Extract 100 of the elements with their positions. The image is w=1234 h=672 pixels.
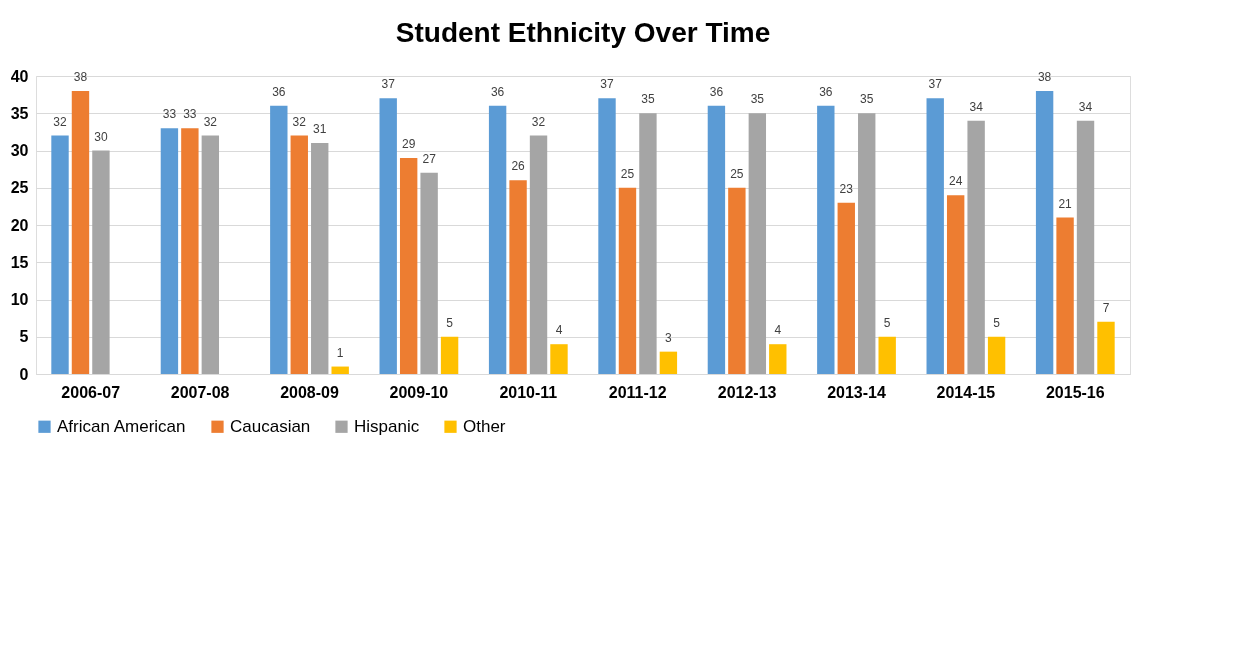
bar	[707, 105, 726, 374]
x-tick-label: 2006-07	[61, 383, 121, 401]
bar	[529, 135, 548, 374]
bar	[440, 336, 459, 374]
data-label: 36	[490, 84, 505, 99]
y-tick-label: 5	[19, 328, 29, 346]
bar	[748, 113, 767, 374]
data-label: 36	[819, 84, 833, 99]
bar	[201, 135, 220, 374]
data-label: 23	[839, 181, 854, 196]
bar	[618, 187, 637, 374]
data-label: 32	[53, 114, 68, 129]
bar	[598, 98, 616, 374]
data-label: 37	[928, 77, 943, 92]
data-label: 34	[969, 99, 984, 114]
y-tick-label: 35	[10, 104, 29, 122]
bar	[967, 120, 985, 374]
bar	[181, 128, 199, 374]
data-label: 36	[709, 84, 724, 99]
data-label: 1	[336, 345, 344, 360]
data-label: 38	[1037, 69, 1052, 84]
bar	[399, 157, 418, 374]
legend-label: Caucasian	[230, 416, 311, 436]
x-tick-label: 2007-08	[170, 383, 230, 401]
bar	[331, 366, 349, 374]
bar	[858, 113, 876, 374]
bar	[1056, 217, 1074, 374]
y-tick-label: 0	[19, 365, 29, 383]
legend-label: Hispanic	[354, 416, 420, 436]
data-label: 5	[883, 315, 891, 330]
data-label: 35	[641, 92, 655, 107]
bar	[311, 143, 329, 374]
data-label: 4	[774, 323, 782, 338]
bar	[1076, 120, 1095, 374]
data-label: 25	[730, 166, 744, 181]
data-label: 38	[73, 69, 88, 84]
x-tick-label: 2012-13	[717, 383, 777, 401]
data-label: 3	[665, 330, 673, 345]
data-label: 32	[531, 114, 546, 129]
bar	[1097, 321, 1115, 374]
bar	[270, 105, 288, 374]
bar	[509, 180, 527, 374]
y-tick-label: 10	[10, 291, 29, 308]
y-tick-label: 40	[10, 67, 29, 85]
data-label: 34	[1078, 99, 1093, 114]
data-label: 32	[203, 114, 218, 129]
x-tick-label: 2010-11	[499, 383, 558, 401]
data-label: 32	[292, 114, 307, 129]
x-tick-label: 2014-15	[936, 383, 996, 401]
bar	[987, 336, 1006, 374]
bar	[659, 351, 678, 374]
bar	[379, 98, 397, 374]
bar	[817, 105, 835, 374]
x-tick-label: 2011-12	[608, 383, 667, 401]
data-label: 4	[555, 323, 563, 338]
data-label: 24	[948, 174, 963, 189]
bar	[1035, 90, 1054, 374]
data-label: 25	[620, 166, 635, 181]
data-label: 27	[422, 151, 437, 166]
bar	[420, 172, 438, 374]
bar	[926, 98, 944, 374]
data-label: 35	[750, 92, 765, 107]
chart-title: Student Ethnicity Over Time	[395, 17, 771, 48]
data-label: 37	[600, 77, 615, 92]
bar	[639, 113, 657, 374]
y-tick-label: 15	[10, 253, 29, 271]
bar	[946, 195, 965, 374]
data-label: 35	[860, 92, 874, 107]
y-tick-label: 20	[10, 216, 29, 234]
y-tick-label: 30	[10, 142, 29, 159]
x-tick-label: 2008-09	[280, 383, 339, 401]
data-label: 37	[381, 77, 396, 92]
bar	[71, 90, 90, 374]
data-label: 36	[272, 84, 286, 99]
bar	[160, 128, 179, 374]
data-label: 21	[1058, 196, 1073, 211]
bar	[769, 344, 787, 374]
x-tick-label: 2013-14	[827, 383, 886, 401]
data-label: 5	[993, 315, 1001, 330]
bar	[92, 150, 110, 374]
data-label: 26	[511, 159, 526, 174]
bar	[290, 135, 308, 374]
y-tick-label: 25	[10, 179, 29, 197]
data-label: 30	[94, 129, 108, 144]
data-label: 5	[446, 315, 454, 330]
bar	[550, 344, 568, 374]
bar	[878, 336, 896, 374]
x-tick-label: 2015-16	[1045, 383, 1105, 401]
bar	[488, 105, 507, 374]
data-label: 29	[401, 136, 416, 151]
bar	[51, 135, 69, 374]
data-label: 33	[183, 107, 197, 122]
x-tick-label: 2009-10	[389, 383, 449, 401]
data-label: 7	[1102, 300, 1110, 315]
bar	[837, 202, 855, 374]
legend-label: Other	[463, 416, 506, 436]
bar	[728, 187, 746, 374]
data-label: 31	[313, 122, 327, 137]
data-label: 33	[162, 107, 177, 122]
legend-label: African American	[57, 416, 186, 436]
